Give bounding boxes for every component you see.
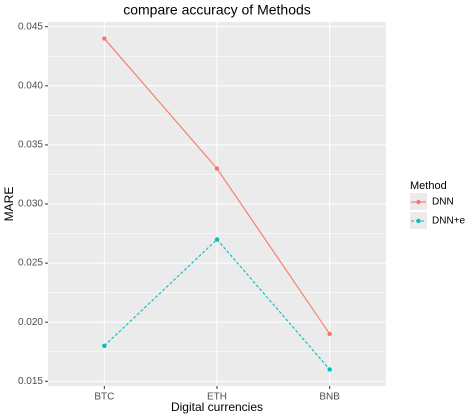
x-tick-label: BTC — [94, 392, 114, 403]
data-point — [102, 343, 107, 349]
chart-title: compare accuracy of Methods — [123, 2, 311, 18]
legend-label: DNN — [432, 197, 454, 208]
data-point — [214, 237, 220, 242]
series-line — [103, 238, 331, 370]
legend-title: Method — [410, 180, 447, 192]
y-tick-label: 0.015 — [18, 376, 43, 387]
data-point — [102, 36, 107, 41]
data-point — [214, 166, 220, 171]
y-tick-label: 0.030 — [18, 199, 43, 210]
y-tick-label: 0.040 — [18, 80, 43, 91]
legend-label: DNN+e — [432, 216, 466, 227]
data-point — [327, 367, 332, 372]
y-tick-label: 0.020 — [18, 317, 43, 328]
x-tick-label: BNB — [319, 392, 340, 403]
y-tick-label: 0.025 — [18, 258, 43, 269]
x-axis-label: Digital currencies — [171, 400, 263, 414]
legend-point — [416, 218, 421, 224]
y-axis-label: MARE — [2, 187, 16, 222]
x-tick-label: ETH — [207, 392, 227, 403]
y-tick-label: 0.045 — [18, 21, 43, 32]
data-point — [327, 331, 332, 337]
legend-point — [416, 199, 421, 205]
y-tick-label: 0.035 — [18, 140, 43, 151]
